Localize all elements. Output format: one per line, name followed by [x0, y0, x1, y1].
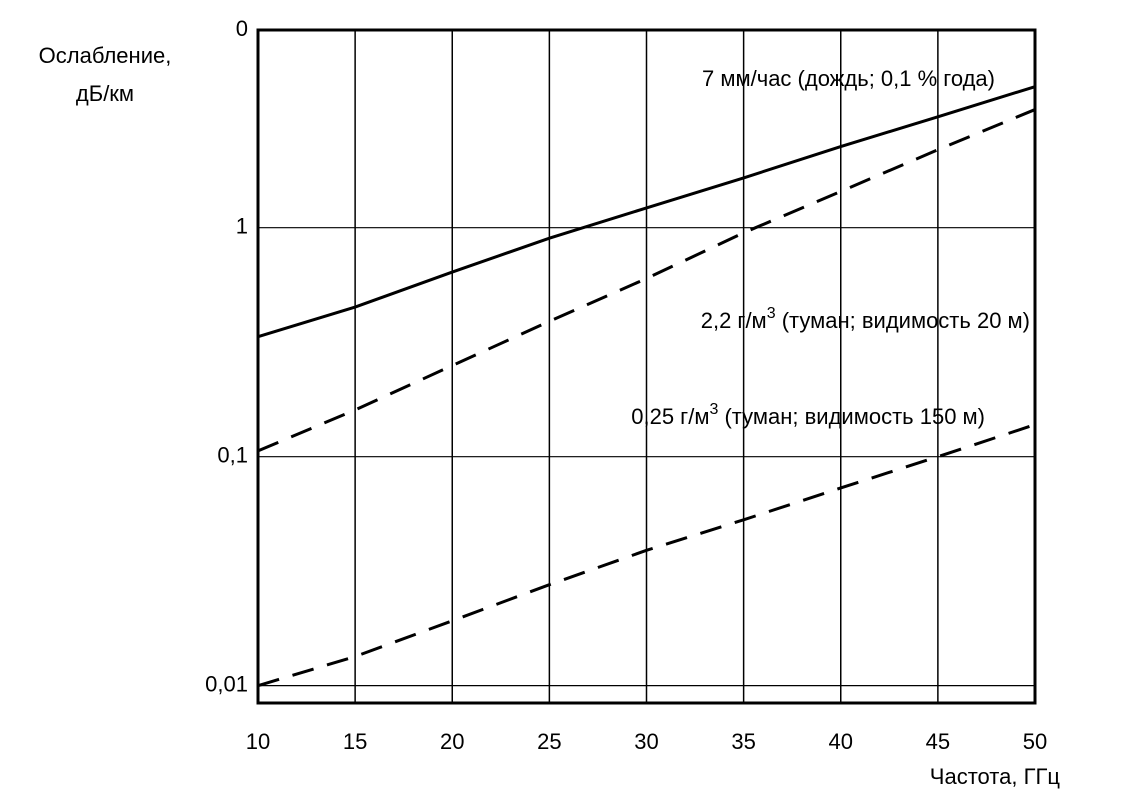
series-line	[257, 423, 1036, 688]
series-label-text: 2,2 г/м	[701, 308, 767, 333]
x-tick-label: 35	[731, 729, 755, 754]
series-label-rest: (туман; видимость 20 м)	[776, 308, 1030, 333]
x-tick-label: 20	[440, 729, 464, 754]
series-label: 2,2 г/м3 (туман; видимость 20 м)	[701, 305, 1030, 333]
x-tick-label: 10	[246, 729, 270, 754]
plot-frame	[256, 28, 1037, 705]
series-label-text: 0,25 г/м	[631, 404, 709, 429]
series-label: 7 мм/час (дождь; 0,1 % года)	[702, 66, 995, 91]
series-label: 0,25 г/м3 (туман; видимость 150 м)	[631, 401, 985, 429]
x-axis-label: Частота, ГГц	[930, 764, 1061, 789]
x-tick-label: 25	[537, 729, 561, 754]
y-tick-label: 1	[236, 214, 248, 239]
x-tick-label: 30	[634, 729, 658, 754]
x-tick-label: 15	[343, 729, 367, 754]
series-label-text: 7 мм/час (дождь; 0,1 % года)	[702, 66, 995, 91]
y-axis-label: Ослабление,	[39, 43, 172, 68]
series-line	[257, 85, 1036, 339]
series-label-sup: 3	[767, 305, 776, 322]
x-tick-label: 50	[1023, 729, 1047, 754]
y-tick-label: 0	[236, 16, 248, 41]
y-tick-label: 0,1	[217, 442, 248, 467]
x-tick-label: 45	[926, 729, 950, 754]
y-tick-label: 0,01	[205, 671, 248, 696]
x-tick-label: 40	[829, 729, 853, 754]
series-label-rest: (туман; видимость 150 м)	[718, 404, 985, 429]
series-label-sup: 3	[709, 401, 718, 418]
y-axis-label: дБ/км	[76, 81, 134, 106]
